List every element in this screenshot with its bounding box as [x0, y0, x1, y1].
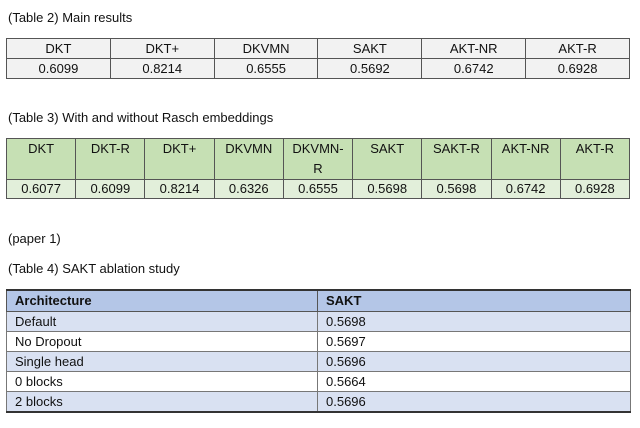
table3-value-row: 0.6077 0.6099 0.8214 0.6326 0.6555 0.569… [5, 179, 631, 199]
table2-header-cell: DKT+ [109, 38, 215, 59]
paper-note: (paper 1) [8, 231, 61, 246]
table2-value-cell: 0.6555 [213, 58, 319, 79]
table3-header-cell: AKT-R [559, 138, 631, 180]
table2-header-cell: DKT [6, 38, 111, 59]
table3-header-cell: AKT-NR [490, 138, 561, 180]
table-row: Single head 0.5696 [6, 351, 631, 372]
architecture-cell: 0 blocks [6, 371, 318, 392]
table2-header-cell: DKVMN [213, 38, 319, 59]
table4-header-cell: SAKT [317, 289, 631, 312]
table-row: 0 blocks 0.5664 [6, 371, 631, 392]
architecture-cell: Default [6, 311, 318, 332]
table3-value-cell: 0.6099 [75, 179, 146, 199]
table3-header-cell: DKVMN- R [282, 138, 354, 180]
table3-value-cell: 0.8214 [144, 179, 215, 199]
sakt-value-cell: 0.5697 [317, 331, 631, 352]
table2-header-row: DKT DKT+ DKVMN SAKT AKT-NR AKT-R [6, 38, 630, 59]
table3-header-cell: DKT-R [75, 138, 146, 180]
sakt-ablation-table: Architecture SAKT Default 0.5698 No Drop… [6, 289, 631, 413]
table2-value-cell: 0.6928 [525, 58, 630, 79]
table4-header-row: Architecture SAKT [6, 289, 631, 312]
table3-value-cell: 0.5698 [421, 179, 492, 199]
table3-header-row: DKT DKT-R DKT+ DKVMN DKVMN- R SAKT SAKT-… [5, 138, 631, 180]
table3-value-cell: 0.6077 [5, 179, 77, 199]
sakt-value-cell: 0.5696 [317, 351, 631, 372]
table3-header-cell: SAKT [352, 138, 423, 180]
table3-value-cell: 0.6326 [213, 179, 284, 199]
table3-header-cell: SAKT-R [421, 138, 492, 180]
table2-value-cell: 0.8214 [109, 58, 215, 79]
table-row: Default 0.5698 [6, 311, 631, 332]
architecture-cell: No Dropout [6, 331, 318, 352]
table3-value-cell: 0.5698 [352, 179, 423, 199]
table2-header-cell: AKT-R [525, 38, 630, 59]
table4-header-cell: Architecture [6, 289, 318, 312]
table2-header-cell: SAKT [317, 38, 423, 59]
table2-value-cell: 0.6742 [421, 58, 527, 79]
table2-value-cell: 0.5692 [317, 58, 423, 79]
rasch-embeddings-table: DKT DKT-R DKT+ DKVMN DKVMN- R SAKT SAKT-… [5, 138, 631, 199]
table2-header-cell: AKT-NR [421, 38, 527, 59]
table3-caption: (Table 3) With and without Rasch embeddi… [8, 110, 274, 125]
table2-caption: (Table 2) Main results [8, 10, 133, 25]
sakt-value-cell: 0.5696 [317, 391, 631, 413]
table3-header-cell: DKVMN [213, 138, 284, 180]
table3-header-cell: DKT [5, 138, 77, 180]
table3-value-cell: 0.6928 [559, 179, 631, 199]
main-results-table: DKT DKT+ DKVMN SAKT AKT-NR AKT-R 0.6099 … [6, 38, 630, 79]
sakt-value-cell: 0.5698 [317, 311, 631, 332]
table-row: 2 blocks 0.5696 [6, 391, 631, 413]
sakt-value-cell: 0.5664 [317, 371, 631, 392]
table3-value-cell: 0.6742 [490, 179, 561, 199]
table2-value-row: 0.6099 0.8214 0.6555 0.5692 0.6742 0.692… [6, 58, 630, 79]
architecture-cell: Single head [6, 351, 318, 372]
table3-header-cell: DKT+ [144, 138, 215, 180]
architecture-cell: 2 blocks [6, 391, 318, 413]
table3-value-cell: 0.6555 [282, 179, 354, 199]
table2-value-cell: 0.6099 [6, 58, 111, 79]
table-row: No Dropout 0.5697 [6, 331, 631, 352]
table4-caption: (Table 4) SAKT ablation study [8, 261, 180, 276]
